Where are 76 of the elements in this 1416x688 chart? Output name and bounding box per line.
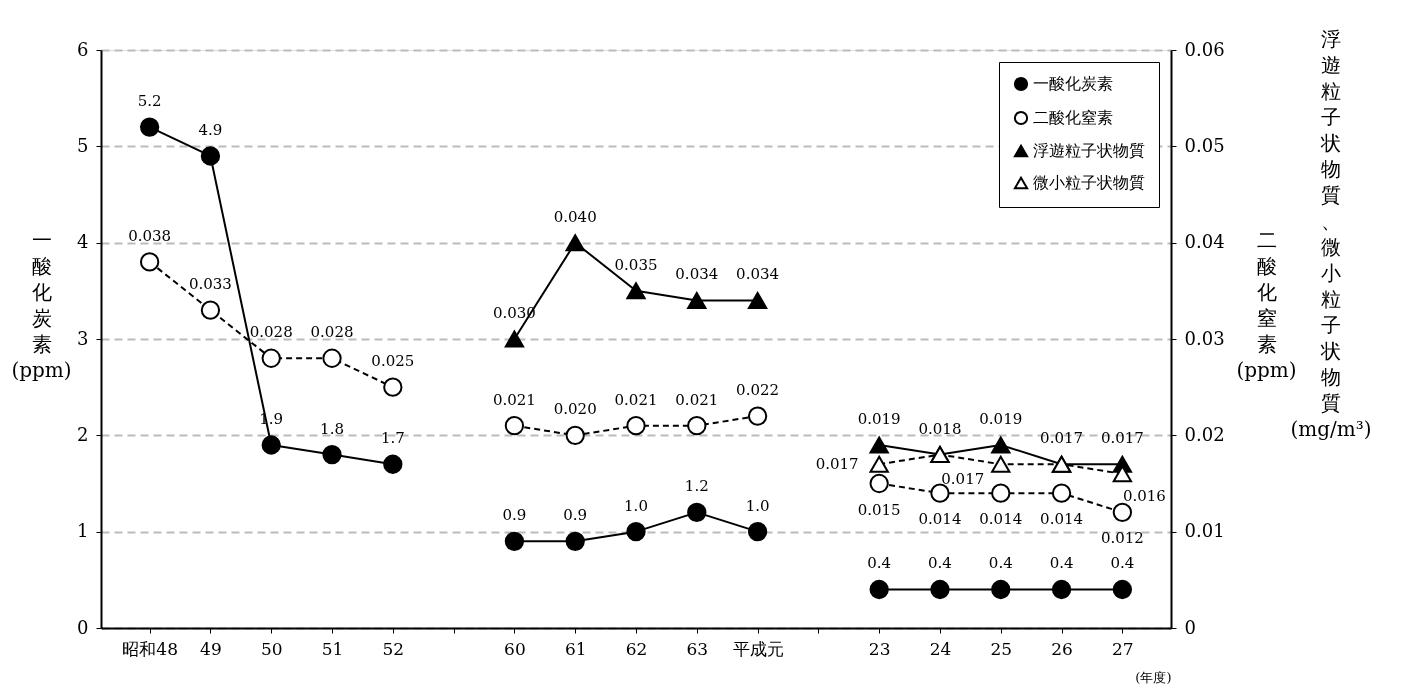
data-label: 0.012 [1100, 529, 1144, 548]
x-tick-label: 27 [1112, 638, 1134, 659]
data-label: 1.0 [624, 496, 648, 515]
data-label: 0.021 [492, 390, 536, 409]
data-label: 0.014 [918, 510, 962, 529]
data-label: 0.028 [249, 323, 293, 342]
legend-label: 浮遊粒子状物質 [1033, 141, 1145, 160]
data-label: 0.015 [857, 500, 901, 519]
data-label: 0.4 [928, 554, 952, 573]
x-tick-label: 61 [564, 638, 587, 659]
x-tick-label: 25 [990, 638, 1013, 659]
data-label: 0.018 [918, 419, 962, 438]
data-label: 0.019 [979, 409, 1023, 428]
data-label: 0.022 [736, 381, 780, 400]
x-tick-label: 50 [260, 638, 283, 659]
y-axis-title: 一酸化炭素(ppm) [11, 228, 72, 383]
data-label: 1.2 [684, 477, 709, 496]
y-tick-label: 5 [77, 134, 89, 156]
data-label: 0.040 [553, 207, 597, 226]
data-label: 1.7 [380, 429, 405, 448]
y2-tick-label: 0.02 [1184, 423, 1225, 445]
data-label: 0.020 [553, 400, 597, 419]
legend-label: 微小粒子状物質 [1033, 173, 1145, 192]
data-label: 0.4 [1110, 554, 1135, 573]
y-tick-label: 6 [77, 38, 89, 60]
data-label: 1.0 [745, 496, 770, 515]
data-label: 0.033 [188, 275, 232, 294]
y-tick-label: 4 [77, 231, 89, 253]
data-label: 4.9 [198, 120, 223, 139]
y-tick-label: 3 [77, 327, 89, 349]
data-label: 0.017 [1100, 429, 1144, 448]
x-tick-label: 26 [1051, 638, 1073, 659]
legend-label: 一酸化炭素 [1033, 74, 1113, 93]
x-axis-title: (年度) [1135, 669, 1172, 685]
data-label: 0.017 [941, 470, 985, 489]
x-tick-label: 49 [200, 638, 222, 659]
data-label: 0.025 [371, 352, 415, 371]
data-label: 0.017 [1040, 429, 1084, 448]
data-label: 0.4 [867, 554, 892, 573]
data-label: 0.035 [614, 255, 658, 274]
y2-tick-label: 0.04 [1184, 231, 1225, 253]
data-label: 0.034 [736, 265, 780, 284]
y2-tick-label: 0.01 [1184, 520, 1225, 542]
data-label: 0.014 [1040, 510, 1084, 529]
data-label: 0.021 [614, 390, 658, 409]
y2-tick-label: 0.05 [1184, 134, 1225, 156]
data-label: 0.9 [563, 506, 588, 525]
data-label: 0.016 [1122, 486, 1166, 505]
data-label: 5.2 [137, 92, 162, 111]
y2-tick-label: 0.03 [1184, 327, 1225, 349]
y-tick-label: 2 [77, 423, 89, 445]
legend-label: 二酸化窒素 [1033, 108, 1113, 127]
y2-tick-label: 0.06 [1184, 38, 1225, 60]
data-label: 0.019 [857, 409, 901, 428]
data-label: 0.034 [675, 265, 719, 284]
y2-tick-label: 0 [1184, 616, 1196, 638]
data-label: 0.9 [502, 506, 527, 525]
x-tick-label: 24 [929, 638, 952, 659]
x-tick-label: 52 [382, 638, 405, 659]
x-tick-label: 60 [504, 638, 526, 659]
data-label: 1.8 [320, 419, 344, 438]
x-tick-label: 62 [625, 638, 648, 659]
data-label: 0.4 [1049, 554, 1074, 573]
data-label: 0.028 [310, 323, 354, 342]
x-tick-label: 51 [321, 638, 344, 659]
y-tick-label: 1 [77, 520, 89, 542]
y-tick-label: 0 [77, 616, 89, 638]
x-tick-label: 昭和48 [122, 638, 178, 659]
x-tick-label: 63 [686, 638, 709, 659]
x-tick-label: 23 [868, 638, 891, 659]
data-label: 0.038 [128, 226, 172, 245]
data-label: 0.014 [979, 510, 1023, 529]
x-tick-label: 平成元 [732, 638, 784, 659]
data-label: 0.021 [675, 390, 719, 409]
data-label: 0.017 [815, 455, 859, 474]
data-label: 0.4 [988, 554, 1013, 573]
